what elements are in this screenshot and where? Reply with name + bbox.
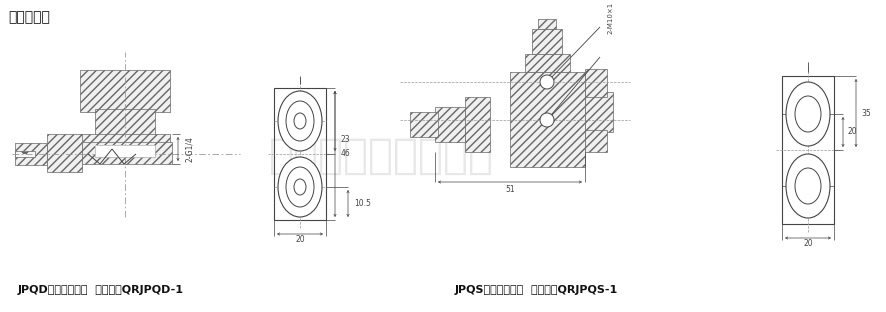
Bar xyxy=(435,107,465,142)
Bar xyxy=(510,72,585,167)
Ellipse shape xyxy=(786,154,830,218)
Text: JPQS用二通集合块  订货号：QRJPQS-1: JPQS用二通集合块 订货号：QRJPQS-1 xyxy=(455,285,618,295)
Bar xyxy=(15,143,47,165)
Bar xyxy=(274,88,326,220)
Text: 20: 20 xyxy=(848,128,858,137)
Ellipse shape xyxy=(278,91,322,151)
Bar xyxy=(82,142,172,164)
Text: 东市超东方润滑器备: 东市超东方润滑器备 xyxy=(268,135,494,177)
Ellipse shape xyxy=(294,113,306,129)
Ellipse shape xyxy=(540,75,554,89)
Ellipse shape xyxy=(795,96,821,132)
Text: 10.5: 10.5 xyxy=(354,199,371,208)
Ellipse shape xyxy=(278,157,322,217)
Ellipse shape xyxy=(786,82,830,146)
Bar xyxy=(585,69,607,97)
Bar xyxy=(95,145,155,157)
Bar xyxy=(465,97,490,152)
Text: 20: 20 xyxy=(804,240,812,248)
Bar xyxy=(15,151,35,157)
Bar xyxy=(585,92,613,132)
Bar xyxy=(47,134,82,172)
Ellipse shape xyxy=(540,113,554,127)
Bar xyxy=(525,54,570,72)
Bar xyxy=(80,70,170,112)
Bar xyxy=(538,19,556,29)
Text: 2-M10×1: 2-M10×1 xyxy=(608,2,614,34)
Text: 2-G1/4: 2-G1/4 xyxy=(185,136,194,162)
Bar xyxy=(80,134,170,162)
Ellipse shape xyxy=(286,101,314,141)
Bar xyxy=(782,76,834,224)
Text: 23: 23 xyxy=(341,134,351,144)
Ellipse shape xyxy=(286,167,314,207)
Ellipse shape xyxy=(795,168,821,204)
Ellipse shape xyxy=(294,179,306,195)
Text: JPQD用二通集合块  订货号：QRJPQD-1: JPQD用二通集合块 订货号：QRJPQD-1 xyxy=(18,285,184,295)
Bar xyxy=(585,130,607,152)
Text: 51: 51 xyxy=(505,184,515,193)
Bar xyxy=(532,29,562,54)
Text: 20: 20 xyxy=(295,236,305,245)
Bar xyxy=(410,112,438,137)
Text: 46: 46 xyxy=(341,149,351,158)
Bar xyxy=(95,109,155,137)
Bar xyxy=(95,145,155,157)
Text: 二通集合块: 二通集合块 xyxy=(8,10,50,24)
Text: 35: 35 xyxy=(861,109,871,118)
